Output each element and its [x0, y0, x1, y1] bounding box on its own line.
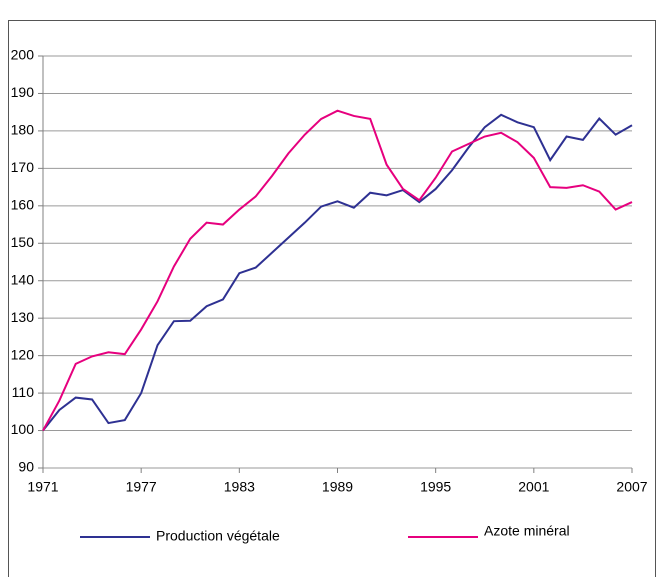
y-tick-label: 120 — [11, 346, 35, 362]
x-tick-label: 1995 — [420, 479, 451, 495]
x-tick-label: 1971 — [27, 479, 58, 495]
y-tick-label: 100 — [11, 421, 35, 437]
y-tick-label: 160 — [11, 197, 35, 213]
y-tick-label: 140 — [11, 271, 35, 287]
x-tick-label: 1977 — [126, 479, 157, 495]
y-tick-label: 170 — [11, 159, 35, 175]
frame — [8, 20, 656, 577]
y-tick-label: 130 — [11, 309, 35, 325]
x-tick-label: 2001 — [518, 479, 549, 495]
series-line — [42, 113, 633, 432]
series-line — [42, 109, 633, 432]
x-tick-label: 2007 — [616, 479, 647, 495]
y-tick-label: 110 — [12, 384, 35, 400]
y-tick-label: 190 — [11, 84, 35, 100]
legend-label: Azote minéral — [484, 523, 570, 539]
x-tick-label: 1989 — [322, 479, 353, 495]
y-tick-label: 150 — [11, 234, 35, 250]
y-tick-label: 90 — [18, 459, 34, 475]
y-tick-label: 200 — [11, 47, 35, 63]
x-tick-label: 1983 — [224, 479, 255, 495]
y-tick-label: 180 — [11, 122, 35, 138]
legend-label: Production végétale — [156, 528, 280, 544]
